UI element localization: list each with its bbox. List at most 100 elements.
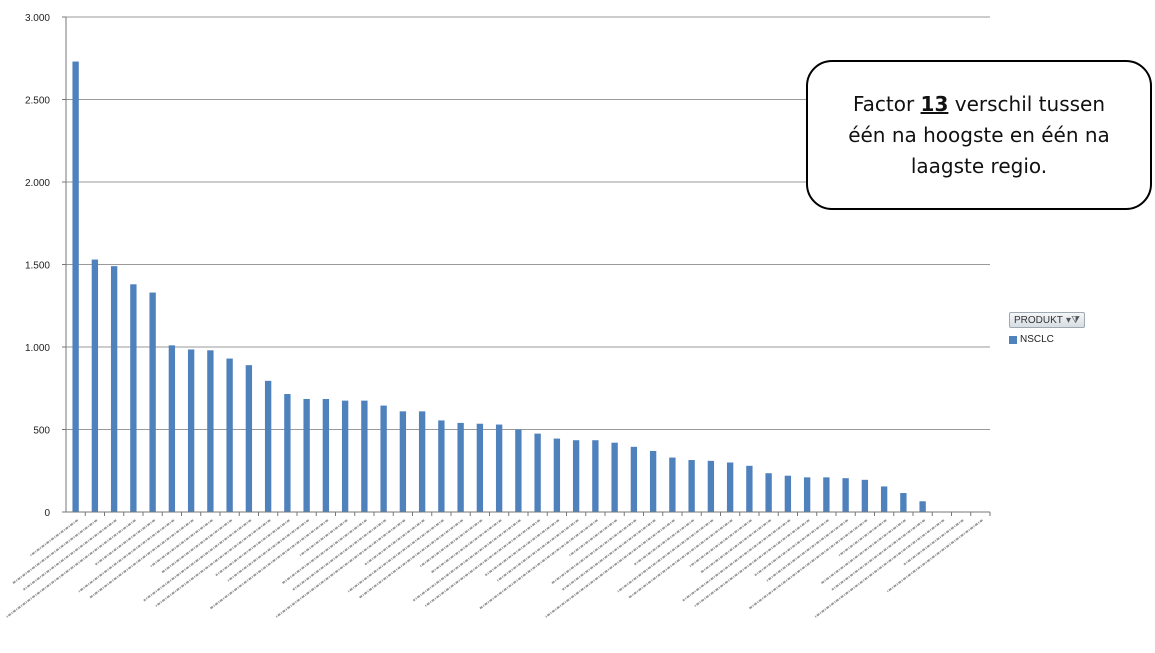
bar xyxy=(515,429,522,512)
x-tick-label-illegible xyxy=(154,519,271,608)
bar xyxy=(245,365,253,512)
bar xyxy=(341,400,349,512)
bar xyxy=(900,493,907,512)
x-tick-label-illegible xyxy=(688,519,752,568)
bar xyxy=(380,405,387,512)
filter-icon: ▾⧩ xyxy=(1066,314,1080,326)
y-tick-label: 1.500 xyxy=(25,261,50,272)
bar xyxy=(264,380,272,512)
bar xyxy=(322,398,330,512)
bar xyxy=(130,284,137,512)
chart-legend: PRODUKT ▾⧩ NSCLC xyxy=(1009,312,1085,345)
x-tick-label-illegible xyxy=(837,519,887,557)
x-tick-label-illegible xyxy=(693,519,810,608)
y-tick-label: 3.000 xyxy=(25,13,50,24)
x-tick-label-illegible xyxy=(412,519,521,602)
bar xyxy=(361,400,368,512)
x-tick-label-illegible xyxy=(226,519,310,583)
bar xyxy=(823,477,830,512)
x-tick-label-illegible xyxy=(568,519,618,557)
x-tick-label-illegible xyxy=(561,519,656,591)
y-tick-label: 1.000 xyxy=(25,343,50,354)
x-tick-label-illegible xyxy=(424,519,541,608)
x-tick-label-illegible xyxy=(430,519,502,574)
bar xyxy=(842,478,849,512)
x-tick-label-illegible xyxy=(364,519,425,566)
bar xyxy=(91,259,99,512)
x-tick-label-illegible xyxy=(274,519,406,619)
bar xyxy=(284,394,291,512)
x-tick-label-illegible xyxy=(748,519,868,610)
callout-line-3: laagste regio. xyxy=(910,153,1048,178)
x-tick-label-illegible xyxy=(149,519,213,568)
x-tick-label-illegible xyxy=(699,519,772,574)
bar xyxy=(630,446,638,512)
bar xyxy=(168,345,176,512)
bar xyxy=(553,438,561,512)
x-tick-label-illegible xyxy=(765,519,849,583)
x-tick-label-illegible xyxy=(29,519,79,557)
x-tick-label-illegible xyxy=(418,519,483,568)
bar xyxy=(880,486,888,512)
bar xyxy=(226,358,233,512)
bar xyxy=(861,479,869,512)
y-tick-label: 500 xyxy=(33,426,50,437)
bar xyxy=(149,292,156,512)
callout-text-suffix: verschil tussen xyxy=(948,91,1106,116)
bar xyxy=(688,460,695,512)
x-tick-label-illegible xyxy=(616,519,714,594)
x-tick-label-illegible xyxy=(633,519,695,566)
bar xyxy=(534,433,541,512)
annotation-callout: Factor 13 verschil tussen één na hoogste… xyxy=(806,60,1152,210)
x-tick-label-illegible xyxy=(5,519,136,619)
x-tick-label-illegible xyxy=(682,519,791,602)
x-tick-label-illegible xyxy=(88,519,194,600)
x-tick-label-illegible xyxy=(143,519,252,602)
bar xyxy=(457,422,464,512)
bar xyxy=(611,442,618,512)
callout-factor-number: 13 xyxy=(920,91,949,116)
callout-line-2: één na hoogste en één na xyxy=(848,122,1110,147)
legend-entry-label: NSCLC xyxy=(1020,334,1054,345)
bar xyxy=(765,473,772,512)
bar xyxy=(726,462,734,512)
bar xyxy=(207,350,214,512)
x-tick-label-illegible xyxy=(813,519,945,619)
bar xyxy=(669,457,676,512)
x-tick-label-illegible xyxy=(484,519,560,577)
bar xyxy=(919,501,926,512)
callout-text-prefix: Factor xyxy=(852,91,921,116)
bar xyxy=(72,61,79,513)
x-tick-label-illegible xyxy=(77,519,175,594)
legend-entry: NSCLC xyxy=(1009,334,1085,345)
bar xyxy=(803,477,811,512)
bar xyxy=(476,423,484,512)
x-tick-label-illegible xyxy=(627,519,733,600)
x-tick-label-illegible xyxy=(298,519,348,557)
x-tick-label-illegible xyxy=(550,519,637,585)
bar xyxy=(784,475,792,512)
bar xyxy=(187,349,195,512)
x-tick-label-illegible xyxy=(209,519,329,610)
x-tick-label-illegible xyxy=(754,519,829,577)
bar xyxy=(303,398,310,512)
bar xyxy=(746,465,753,512)
x-tick-label-illegible xyxy=(11,519,98,585)
y-tick-label: 2.500 xyxy=(25,96,50,107)
x-tick-label-illegible xyxy=(346,519,444,594)
x-tick-label-illegible xyxy=(831,519,926,591)
bar xyxy=(592,440,599,512)
x-tick-label-illegible xyxy=(292,519,387,591)
y-tick-label: 2.000 xyxy=(25,178,50,189)
x-tick-label-illegible xyxy=(94,519,156,566)
x-tick-label-illegible xyxy=(215,519,290,577)
bar xyxy=(110,266,118,512)
bar xyxy=(649,450,657,512)
x-tick-label-illegible xyxy=(22,519,117,591)
legend-filter-button[interactable]: PRODUKT ▾⧩ xyxy=(1009,312,1085,328)
bar xyxy=(418,411,426,512)
bar xyxy=(495,424,503,512)
y-tick-label: 0 xyxy=(44,508,50,519)
x-tick-label-illegible xyxy=(478,519,598,610)
